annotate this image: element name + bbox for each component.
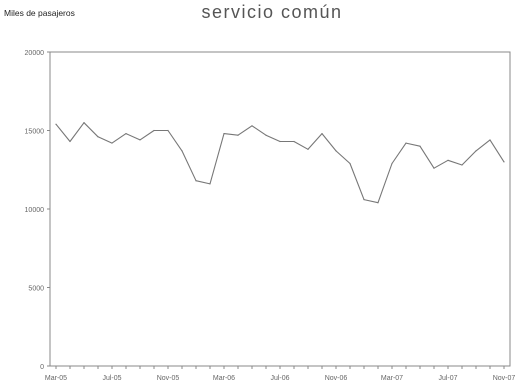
data-point: [125, 133, 127, 135]
data-point: [69, 140, 71, 143]
data-point: [223, 133, 225, 135]
data-point: [307, 148, 309, 150]
data-point: [55, 123, 57, 125]
data-point: [321, 133, 323, 135]
data-point: [489, 139, 491, 141]
data-point: [97, 136, 99, 138]
data-point: [335, 150, 337, 152]
data-point: [195, 180, 197, 182]
chart-title: servicio común: [201, 2, 342, 22]
x-tick-label: Jul-05: [102, 375, 121, 382]
x-tick-label: Mar-06: [213, 375, 235, 382]
data-point: [237, 134, 239, 136]
plot-frame: [49, 51, 511, 367]
x-tick-label: Mar-05: [45, 375, 67, 382]
data-point: [181, 150, 183, 152]
y-tick-label: 20000: [25, 50, 45, 57]
data-point: [167, 129, 169, 132]
data-point: [391, 162, 393, 165]
data-point: [419, 145, 421, 147]
data-point: [209, 183, 211, 185]
y-axis-label: Miles de pasajeros: [4, 8, 75, 18]
y-tick-label: 10000: [25, 207, 45, 214]
data-point: [279, 140, 281, 143]
data-point: [461, 164, 463, 166]
data-point: [475, 150, 477, 152]
x-tick-label: Jul-06: [270, 375, 289, 382]
data-point: [363, 198, 365, 201]
data-point: [349, 162, 351, 165]
series-line: [55, 122, 505, 204]
y-tick-label: 5000: [28, 286, 44, 293]
x-tick-label: Mar-07: [381, 375, 403, 382]
data-point: [447, 159, 449, 161]
data-point: [251, 125, 253, 127]
x-tick-label: Jul-07: [438, 375, 457, 382]
data-point: [377, 202, 379, 204]
data-point: [139, 139, 141, 141]
y-tick-label: 15000: [25, 129, 45, 136]
data-point: [405, 142, 407, 144]
data-point: [503, 161, 505, 163]
data-point: [83, 122, 85, 124]
y-tick-label: 0: [40, 364, 44, 371]
x-tick-label: Nov-05: [157, 375, 180, 382]
data-point: [265, 134, 267, 136]
x-tick-label: Nov-07: [493, 375, 516, 382]
x-tick-label: Nov-06: [325, 375, 348, 382]
data-point: [153, 129, 155, 132]
data-point: [111, 142, 113, 144]
data-point: [433, 167, 435, 169]
data-point: [293, 140, 295, 143]
